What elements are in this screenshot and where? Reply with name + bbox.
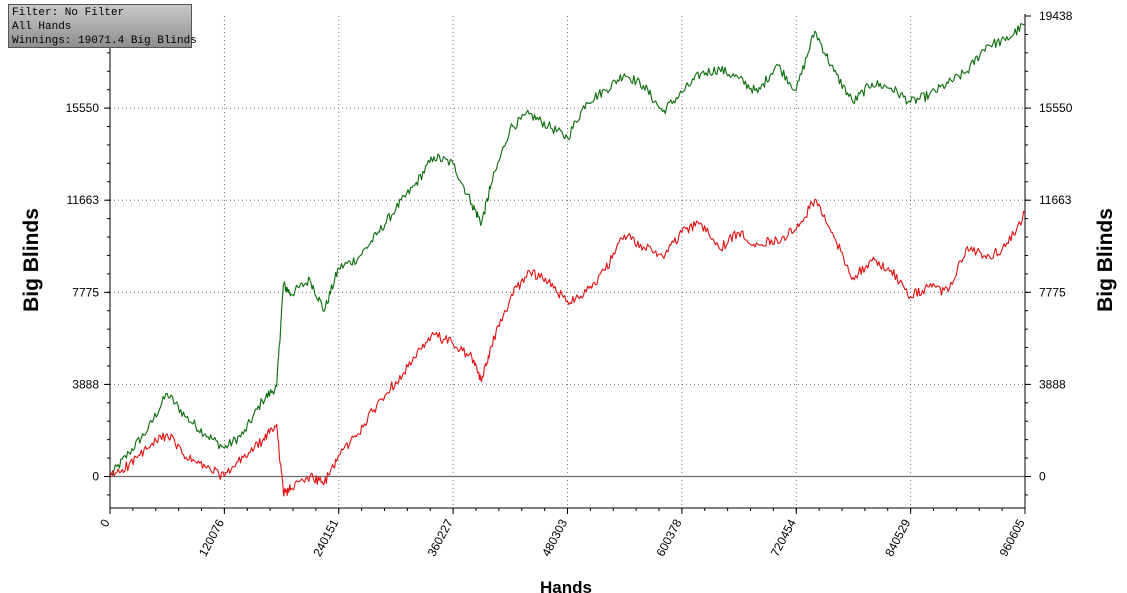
axis-ticks: 0 0 3888 3888 7775 7775 11663 11663 15550 15550 19… — [66, 9, 1073, 559]
y-tick-label-right: 15550 — [1039, 101, 1073, 115]
y-tick-label-right: 3888 — [1039, 377, 1066, 391]
series-lines — [109, 23, 1026, 497]
x-tick-label: 720454 — [768, 517, 799, 559]
y-tick-label-left: 0 — [92, 470, 99, 484]
x-tick-label: 480303 — [539, 517, 570, 559]
grid-lines — [110, 16, 1025, 508]
x-tick-label: 240151 — [310, 517, 341, 559]
y-tick-label-right: 19438 — [1039, 9, 1073, 23]
winnings-label: Winnings: 19071.4 Big Blinds — [12, 35, 197, 47]
y-tick-label-right: 7775 — [1039, 285, 1066, 299]
y-tick-label-right: 0 — [1039, 470, 1046, 484]
x-axis-label: Hands — [540, 578, 592, 593]
hands-filter-label: All Hands — [12, 21, 72, 33]
filter-label: Filter: No Filter — [12, 7, 125, 19]
x-tick-label: 960605 — [996, 517, 1027, 559]
x-tick-label: 0 — [97, 517, 113, 530]
x-tick-label: 360227 — [425, 517, 456, 559]
series-line-red — [109, 198, 1026, 497]
y-axis-label-left: Big Blinds — [20, 208, 43, 312]
y-tick-label-right: 11663 — [1039, 193, 1072, 207]
y-tick-label-left: 7775 — [72, 285, 99, 299]
y-tick-label-left: 3888 — [72, 377, 99, 391]
x-tick-label: 840529 — [882, 517, 913, 559]
y-tick-label-left: 11663 — [67, 193, 100, 207]
series-line-green — [109, 23, 1026, 477]
y-tick-label-left: 15550 — [66, 101, 100, 115]
filter-info-box: Filter: No Filter All Hands Winnings: 19… — [8, 4, 197, 48]
x-tick-label: 120076 — [196, 517, 227, 559]
y-axis-label-right: Big Blinds — [1094, 208, 1117, 312]
x-tick-label: 600378 — [653, 517, 684, 559]
